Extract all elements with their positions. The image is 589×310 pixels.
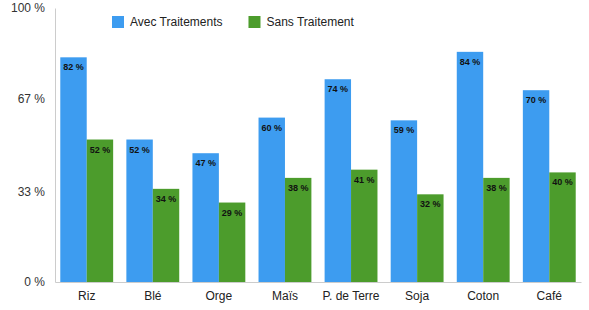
bar	[126, 140, 152, 282]
y-tick-label: 33 %	[18, 185, 46, 199]
bar	[325, 79, 351, 282]
y-tick: 100 %	[11, 1, 55, 15]
bar	[523, 90, 549, 282]
x-tick: Soja	[405, 282, 429, 303]
y-tick-label: 100 %	[11, 1, 45, 15]
legend-label: Sans Traitement	[266, 15, 354, 29]
data-label: 29 %	[222, 208, 243, 218]
plot-area: 0 % 33 % 67 % 100 % Riz Blé Orge Maïs P. de Terr…	[11, 1, 582, 302]
x-tick-label: Café	[537, 289, 563, 303]
data-label: 52 %	[129, 145, 150, 155]
bar	[87, 140, 113, 282]
y-tick: 33 %	[18, 185, 55, 199]
data-label: 34 %	[156, 194, 177, 204]
y-axis-line	[55, 9, 56, 283]
data-label: 38 %	[288, 183, 309, 193]
data-label: 74 %	[328, 84, 349, 94]
data-label: 82 %	[63, 62, 84, 72]
y-tick-label: 0 %	[24, 275, 45, 289]
x-tick-label: Orge	[206, 289, 233, 303]
x-tick: P. de Terre	[323, 282, 380, 303]
bar	[153, 189, 179, 282]
x-tick: Orge	[206, 282, 233, 303]
data-label: 38 %	[486, 183, 507, 193]
y-tick: 0 %	[24, 275, 55, 289]
x-tick-label: Riz	[78, 289, 95, 303]
legend-swatch	[112, 16, 124, 28]
data-label: 32 %	[420, 199, 441, 209]
legend-label: Avec Traitements	[130, 15, 222, 29]
data-label: 60 %	[261, 123, 282, 133]
bar	[351, 170, 377, 282]
data-label: 84 %	[460, 57, 481, 67]
data-label: 47 %	[195, 158, 216, 168]
bar	[285, 178, 311, 282]
x-tick-label: Blé	[144, 289, 162, 303]
bar	[391, 120, 417, 282]
x-tick: Coton	[467, 282, 499, 303]
data-label: 41 %	[354, 175, 375, 185]
data-label: 70 %	[526, 95, 547, 105]
chart-svg: 0 % 33 % 67 % 100 % Riz Blé Orge Maïs P. de Terr…	[0, 0, 589, 310]
x-tick-label: P. de Terre	[323, 289, 380, 303]
data-labels: 82 % 52 % 47 % 60 % 74 % 59 % 84 % 70 % 52 % 34 %…	[63, 57, 573, 218]
data-label: 59 %	[394, 125, 415, 135]
x-tick: Maïs	[272, 282, 298, 303]
bar	[457, 52, 483, 282]
legend-swatch	[248, 16, 260, 28]
legend: Avec Traitements Sans Traitement	[112, 15, 355, 29]
y-tick-label: 67 %	[18, 92, 46, 106]
legend-item: Sans Traitement	[248, 15, 354, 29]
bar	[417, 194, 443, 282]
bar	[219, 203, 245, 282]
bars	[60, 52, 575, 282]
data-label: 40 %	[552, 177, 573, 187]
bar	[60, 57, 86, 282]
chart-container: 0 % 33 % 67 % 100 % Riz Blé Orge Maïs P. de Terr…	[0, 0, 589, 310]
x-tick: Café	[537, 282, 563, 303]
x-tick-label: Coton	[467, 289, 499, 303]
x-tick: Riz	[78, 282, 95, 303]
legend-item: Avec Traitements	[112, 15, 222, 29]
x-tick-label: Soja	[405, 289, 429, 303]
y-tick: 67 %	[18, 92, 55, 106]
x-tick: Blé	[144, 282, 162, 303]
x-axis: Riz Blé Orge Maïs P. de Terre Soja Coton Café	[56, 282, 582, 303]
bar	[259, 118, 285, 282]
x-axis-line	[56, 282, 582, 283]
y-axis: 0 % 33 % 67 % 100 %	[11, 1, 56, 289]
x-tick-label: Maïs	[272, 289, 298, 303]
bar	[483, 178, 509, 282]
data-label: 52 %	[90, 145, 111, 155]
bar	[549, 172, 575, 282]
bar	[192, 153, 218, 282]
